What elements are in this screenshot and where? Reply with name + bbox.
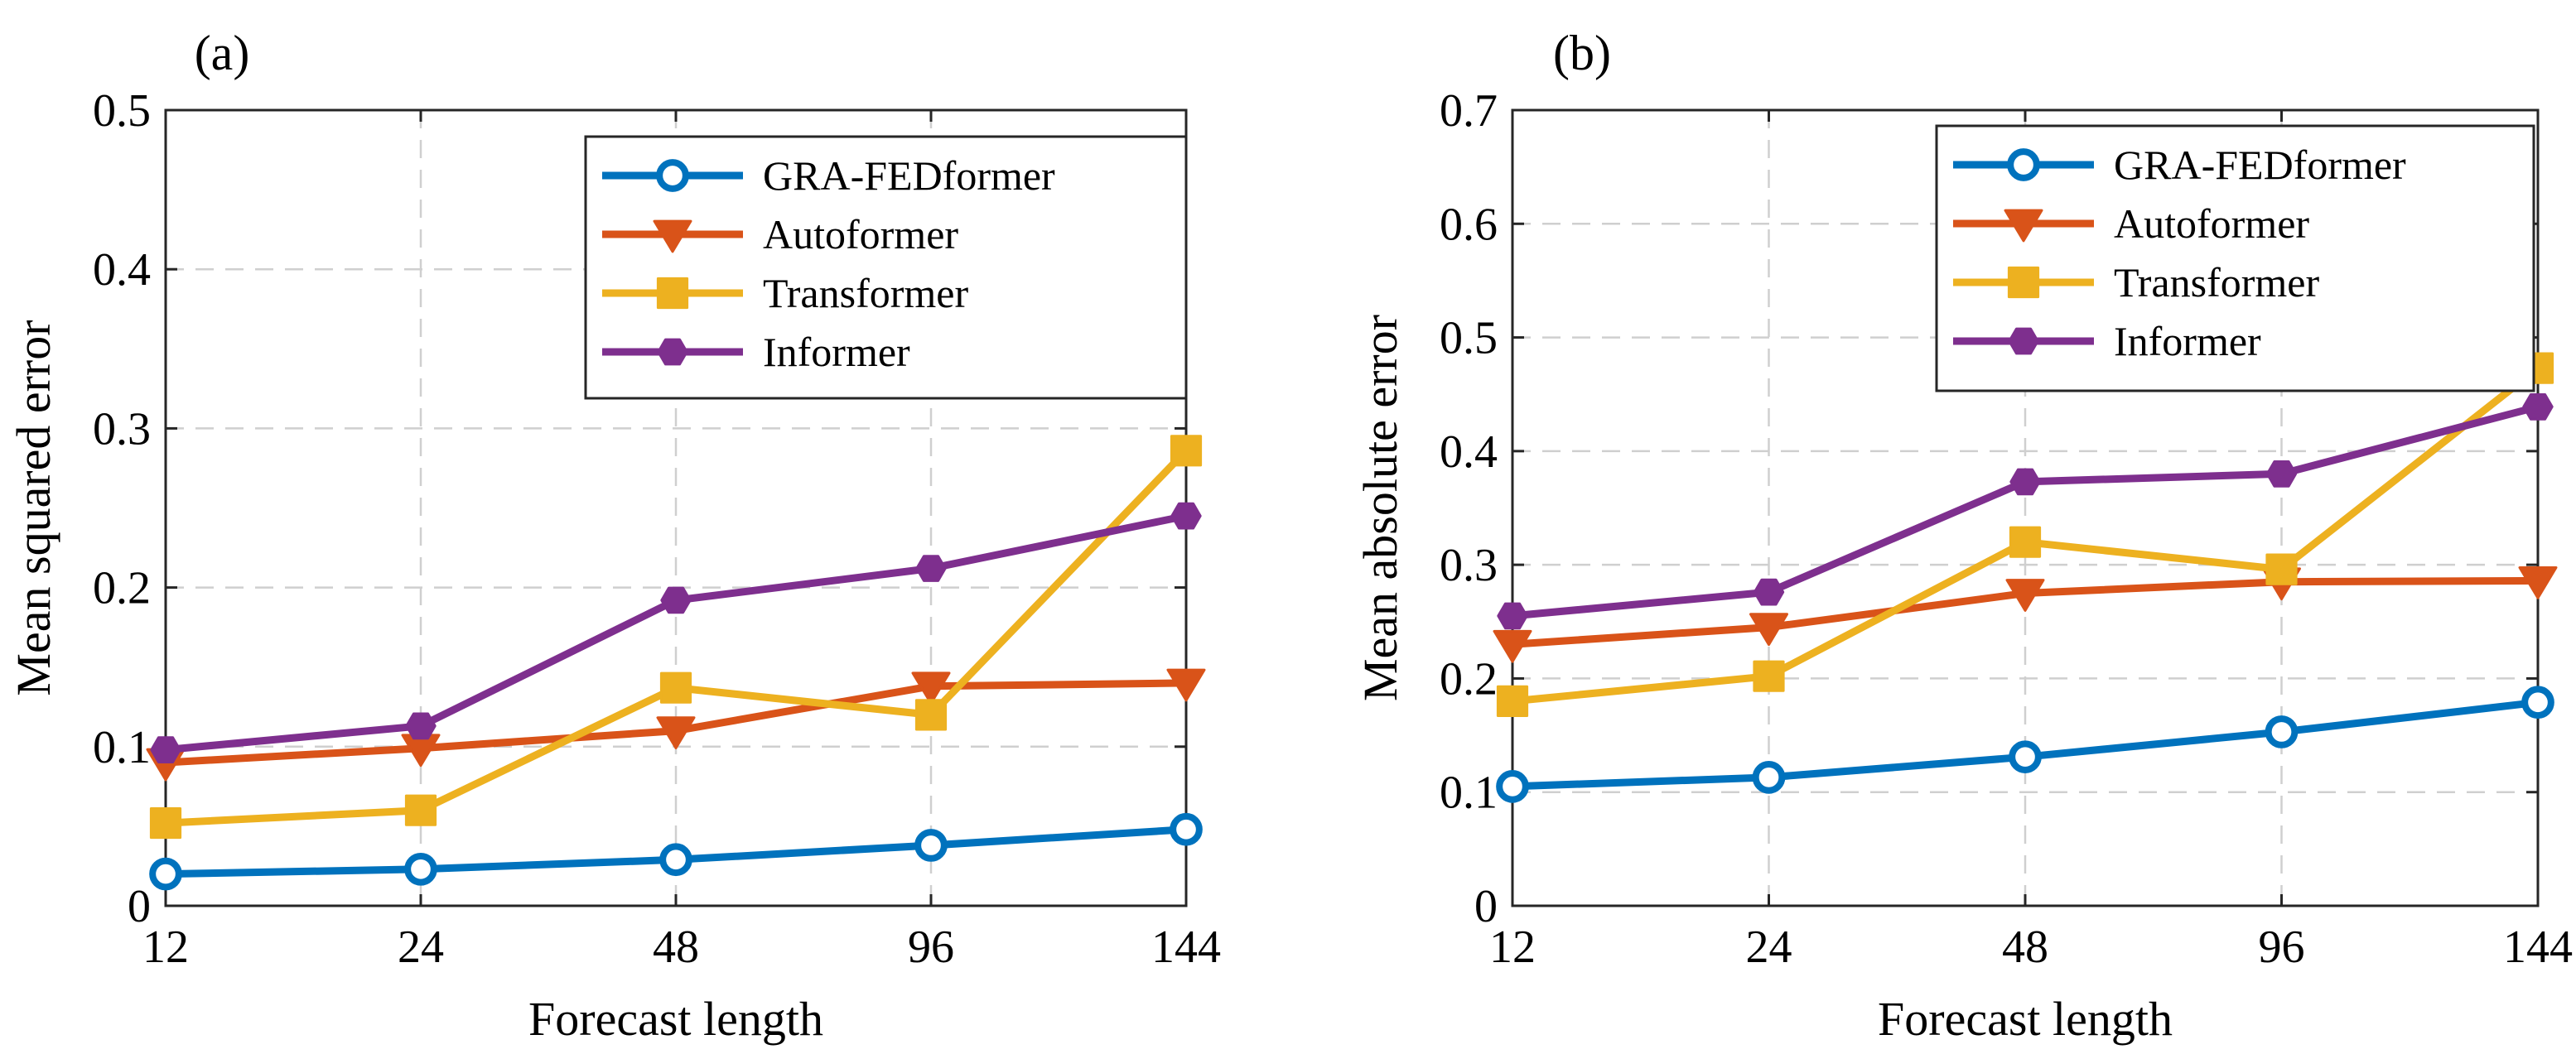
legend: GRA-FEDformer Autoformer Transformer Inform…	[584, 135, 1188, 400]
x-tick-label: 24	[1746, 922, 1792, 973]
legend-marker	[2007, 148, 2040, 181]
data-point	[1749, 613, 1788, 647]
legend-marker	[2004, 209, 2043, 243]
data-point	[1753, 660, 1785, 692]
panel-label: (a)	[195, 26, 250, 80]
x-tick-label: 48	[653, 922, 699, 973]
data-point	[1497, 602, 1528, 630]
data-point	[2522, 393, 2554, 421]
data-point	[150, 736, 181, 763]
panel-a: 12 24 48 96 144 0 0.1 0.2 0.3 0.4 0.5 Forecast leng…	[7, 26, 1221, 1046]
legend-marker	[656, 159, 689, 192]
legend-marker	[656, 277, 689, 310]
legend-label: Autoformer	[2114, 200, 2309, 247]
panel-label: (b)	[1553, 26, 1611, 80]
legend-marker	[653, 219, 692, 253]
legend-label: GRA-FEDformer	[2114, 142, 2406, 188]
x-axis-label: Forecast length	[528, 992, 823, 1046]
data-point	[2265, 715, 2299, 748]
data-point	[404, 794, 437, 826]
data-point	[404, 852, 437, 886]
series-gra-fedformer	[1496, 686, 2554, 803]
y-tick-label: 0.1	[1440, 768, 1498, 819]
legend: GRA-FEDformer Autoformer Transformer Inform…	[1935, 124, 2535, 392]
x-tick-label: 48	[2002, 922, 2048, 973]
data-point	[915, 555, 947, 582]
legend-label: Informer	[763, 329, 910, 375]
data-point	[914, 829, 948, 862]
y-tick-label: 0.4	[1440, 426, 1498, 478]
data-point	[1496, 685, 1529, 717]
data-point	[2265, 460, 2298, 488]
y-tick-label: 0.1	[93, 722, 151, 773]
data-point	[2521, 686, 2554, 720]
legend-label: Transformer	[763, 270, 968, 316]
data-point	[1753, 578, 1785, 606]
legend-marker	[2007, 266, 2040, 299]
x-axis-label: Forecast length	[1878, 992, 2173, 1046]
x-tick-label: 12	[142, 922, 189, 973]
y-tick-label: 0	[1474, 881, 1498, 932]
y-tick-label: 0.3	[93, 403, 151, 455]
legend-label: Transformer	[2114, 259, 2319, 306]
y-tick-label: 0.6	[1440, 199, 1498, 250]
data-point	[2009, 526, 2042, 558]
series-gra-fedformer	[149, 812, 1203, 891]
data-point	[1166, 668, 1206, 702]
x-tick-label: 144	[2503, 922, 2573, 973]
data-point	[2009, 468, 2041, 496]
data-point	[149, 806, 182, 840]
x-tick-label: 12	[1489, 922, 1536, 973]
data-point	[2265, 553, 2298, 585]
x-tick-label: 24	[398, 922, 444, 973]
series-informer	[150, 502, 1202, 763]
y-tick-label: 0.7	[1440, 85, 1498, 137]
data-point	[1496, 770, 1529, 803]
data-point	[2518, 566, 2558, 599]
panel-b: 12 24 48 96 144 0 0.1 0.2 0.3 0.4 0.5 0.6 0.7 Forecas…	[1353, 26, 2573, 1046]
data-point	[659, 843, 692, 877]
x-tick-label: 96	[2259, 922, 2305, 973]
y-tick-label: 0	[128, 881, 151, 932]
data-point	[656, 716, 696, 749]
legend-label: GRA-FEDformer	[763, 152, 1055, 199]
x-tick-label: 96	[908, 922, 954, 973]
data-point	[911, 671, 951, 705]
legend-marker	[2008, 327, 2039, 355]
y-axis-label: Mean squared error	[7, 320, 60, 695]
data-point	[1170, 502, 1202, 530]
legend-label: Autoformer	[763, 211, 958, 257]
legend-label: Informer	[2114, 318, 2261, 364]
data-point	[1170, 435, 1203, 467]
data-point	[660, 586, 692, 614]
y-tick-label: 0.5	[93, 85, 151, 137]
data-point	[149, 857, 182, 891]
data-point	[2009, 740, 2042, 773]
y-tick-label: 0.5	[1440, 313, 1498, 364]
series-transformer	[149, 435, 1203, 840]
data-point	[1752, 761, 1786, 794]
data-point	[659, 671, 692, 704]
y-tick-label: 0.4	[93, 244, 151, 296]
x-tick-label: 144	[1151, 922, 1221, 973]
y-tick-label: 0.3	[1440, 540, 1498, 591]
y-axis-label: Mean absolute error	[1353, 315, 1407, 701]
series-informer	[1497, 393, 2554, 630]
series-transformer	[1496, 352, 2554, 717]
data-point	[914, 699, 948, 731]
data-point	[1493, 629, 1532, 663]
y-tick-label: 0.2	[1440, 653, 1498, 705]
data-point	[2005, 579, 2045, 612]
data-point	[1170, 812, 1203, 846]
legend-marker	[657, 338, 688, 366]
y-tick-label: 0.2	[93, 563, 151, 614]
data-point	[405, 712, 437, 740]
